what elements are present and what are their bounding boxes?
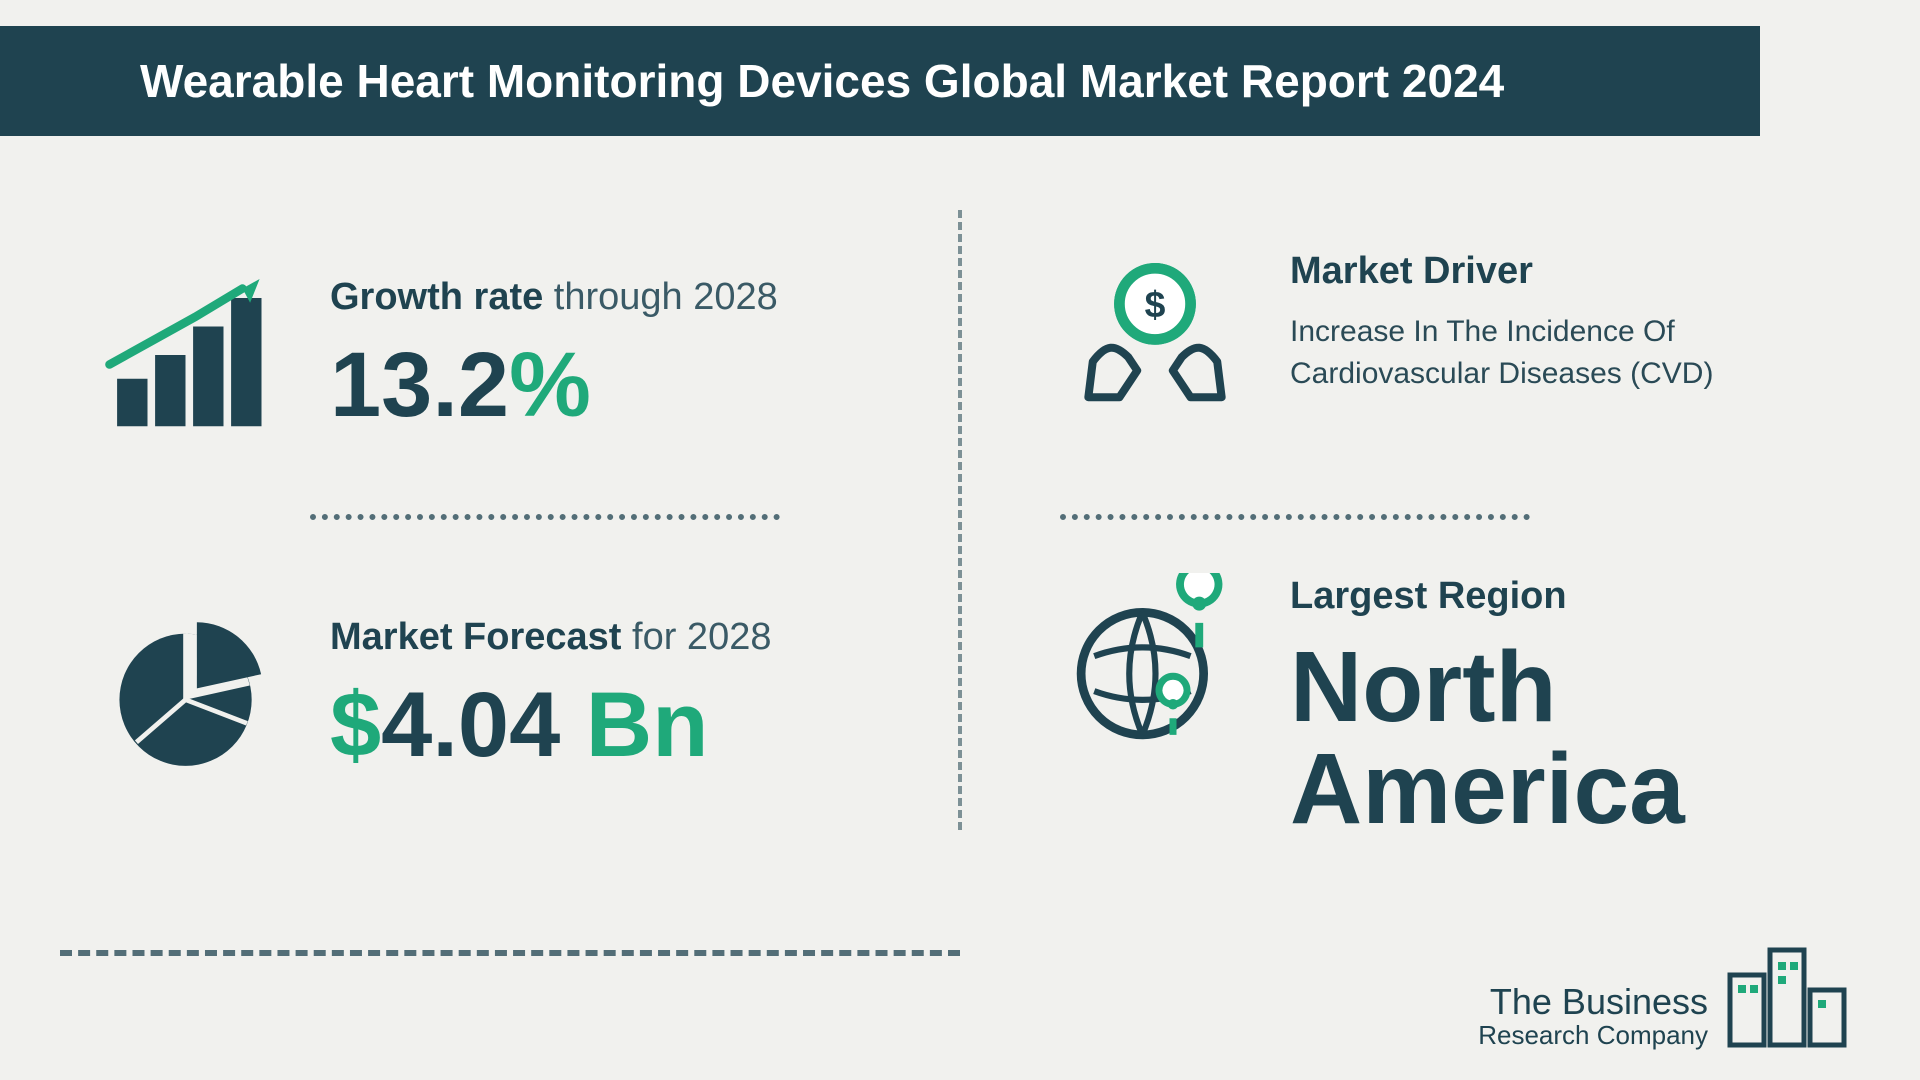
market-forecast-unit: Bn	[560, 674, 708, 776]
market-forecast-label-rest: for 2028	[621, 616, 771, 658]
hands-money-icon: $	[1060, 250, 1250, 420]
page-title: Wearable Heart Monitoring Devices Global…	[140, 54, 1504, 108]
largest-region-line2: America	[1290, 738, 1840, 840]
market-forecast-value: $4.04 Bn	[330, 677, 900, 774]
largest-region-line1: North	[1290, 636, 1840, 738]
growth-rate-label-rest: through 2028	[543, 276, 778, 318]
bottom-dashed-line	[60, 950, 960, 956]
bar-growth-icon	[100, 270, 290, 440]
market-forecast-label: Market Forecast for 2028	[330, 616, 900, 659]
growth-rate-label-strong: Growth rate	[330, 276, 543, 318]
market-driver-block: $ Market Driver Increase In The Incidenc…	[1060, 250, 1840, 470]
growth-rate-value: 13.2%	[330, 337, 900, 434]
growth-rate-unit: %	[509, 334, 591, 436]
dotted-separator-right	[1060, 514, 1530, 520]
market-forecast-label-strong: Market Forecast	[330, 616, 621, 658]
market-driver-label: Market Driver	[1290, 250, 1840, 293]
largest-region-block: Largest Region North America	[1060, 575, 1840, 875]
growth-rate-label: Growth rate through 2028	[330, 276, 900, 319]
building-icon	[1720, 920, 1850, 1050]
company-logo: The Business Research Company	[1478, 920, 1850, 1050]
largest-region-value: North America	[1290, 636, 1840, 840]
market-forecast-block: Market Forecast for 2028 $4.04 Bn	[100, 575, 900, 815]
largest-region-label: Largest Region	[1290, 575, 1840, 618]
market-forecast-prefix: $	[330, 674, 381, 776]
globe-pin-icon	[1060, 575, 1250, 745]
dotted-separator-left	[310, 514, 780, 520]
market-forecast-number: 4.04	[381, 674, 560, 776]
company-logo-text: The Business Research Company	[1478, 982, 1708, 1050]
company-logo-line2: Research Company	[1478, 1021, 1708, 1050]
growth-rate-number: 13.2	[330, 334, 509, 436]
company-logo-line1: The Business	[1478, 982, 1708, 1022]
market-driver-description: Increase In The Incidence Of Cardiovascu…	[1290, 311, 1840, 395]
growth-rate-block: Growth rate through 2028 13.2%	[100, 235, 900, 475]
vertical-divider	[958, 210, 962, 830]
pie-icon	[100, 610, 290, 780]
svg-text:$: $	[1145, 283, 1166, 325]
header-bar: Wearable Heart Monitoring Devices Global…	[0, 26, 1760, 136]
